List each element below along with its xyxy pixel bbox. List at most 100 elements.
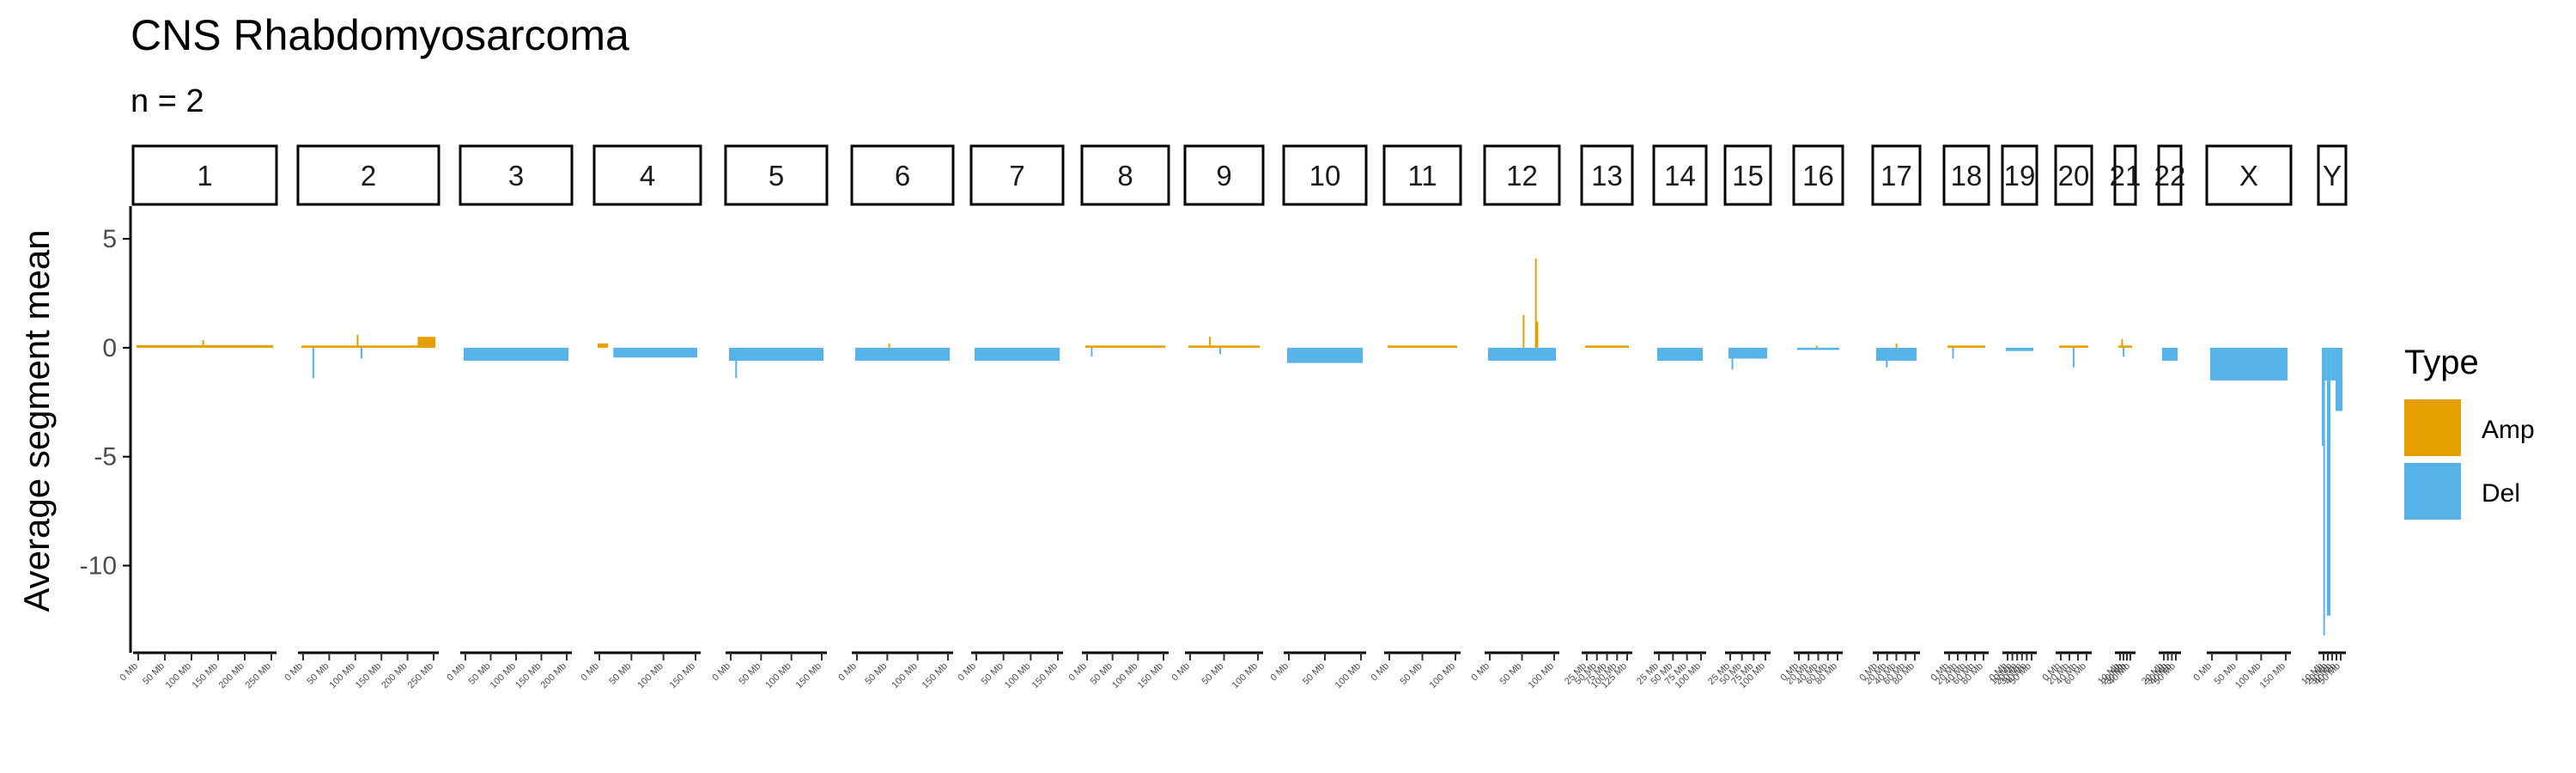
facet-strip-label: 20 [2058,160,2090,192]
legend-swatch-del [2404,463,2461,520]
segment-bar-del [1728,347,1767,359]
segment-bar-amp [1536,321,1539,348]
facet-strip-label: 3 [508,160,524,192]
x-tick-label: 0 Mb [118,661,140,684]
x-tick-label: 0 Mb [1369,661,1391,684]
segment-bar-amp [1188,345,1260,348]
facet-strip-label: 12 [1506,160,1538,192]
x-tick-label: 200 Mb [539,661,568,691]
y-tick-label: 0 [102,334,117,362]
facet-strip [1483,144,1561,206]
x-tick-label: 100 Mb [1428,661,1457,691]
segment-bar-del [2006,347,2033,351]
segment-bar-del [1287,347,1363,363]
segment-bar-amp [1947,345,1985,348]
segment-bar-amp [1895,343,1898,348]
x-tick-label: 150 Mb [191,661,220,691]
segment-bar-del [1219,347,1222,355]
facet-strip-label: 8 [1117,160,1133,192]
facet-strip [1942,144,1990,206]
y-axis: 5 0 -5 -10 [80,206,132,653]
segment-bar-amp [1815,345,1818,348]
facet-strip-label: 6 [895,160,910,192]
facet-chr-10: 100 Mb 50 Mb 100 Mb [1268,144,1368,691]
x-tick-label: 0 Mb [836,661,859,684]
legend-title: Type [2404,344,2479,381]
segment-bar-amp [137,344,273,348]
segment-bar-amp [417,337,435,348]
x-tick-label: 100 Mb [2233,661,2263,691]
segment-bar-del [1876,347,1917,362]
segment-bar-del [1886,347,1888,368]
x-tick-label: 150 Mb [1030,661,1060,691]
facet-strip [2205,144,2293,206]
segment-bar-del [1952,347,1954,359]
x-tick-label: 100 Mb [164,661,193,691]
facet-strip-label: 7 [1009,160,1024,192]
segment-bar-del [729,347,823,362]
segment-bar-amp [888,343,890,348]
facet-strip [1871,144,1922,206]
legend-label-amp: Amp [2482,416,2535,444]
x-tick-label: 150 Mb [354,661,383,691]
x-tick-label: 100 Mb [635,661,665,691]
x-tick-label: 100 Mb [1003,661,1032,691]
segment-bar-amp [1085,345,1165,348]
x-tick-label: 0 Mb [956,661,978,684]
segment-bar-amp [202,340,204,348]
facet-strip-label: 22 [2154,160,2186,192]
facet-strip-label: 21 [2110,160,2142,192]
facet-strip-label: 10 [1309,160,1341,192]
chart-title: CNS Rhabdomyosarcoma [131,11,629,59]
x-tick-label: 150 Mb [794,661,823,691]
segment-bar-del [2123,347,2125,357]
x-tick-label: 250 Mb [406,661,435,691]
segment-bar-del [464,347,568,362]
x-tick-label: 100 Mb [327,661,356,691]
facet-strip-label: 11 [1407,160,1437,192]
x-tick-label: 50 Mb [863,661,889,687]
facet-strip [2001,144,2038,206]
segment-bar-del [735,347,738,379]
facet-strip-label: 9 [1216,160,1231,192]
facet-strip [1723,144,1772,206]
facet-strip-label: 15 [1732,160,1764,192]
facet-chr-4: 4 0 Mb 50 Mb 100 Mb 150 Mb [579,144,702,691]
segment-bar-amp [1522,314,1525,348]
x-tick-label: 50 Mb [607,661,633,687]
x-tick-label: 100 Mb [1110,661,1139,691]
x-tick-label: 200 Mb [380,661,409,691]
segment-bar-amp [1209,337,1212,348]
facet-strip [1792,144,1844,206]
segment-bar-amp [301,345,435,348]
y-tick-label: -10 [80,552,117,581]
x-tick-label: 250 Mb [244,661,273,691]
x-tick-label: 50 Mb [141,661,167,687]
x-tick-label: 50 Mb [737,661,762,687]
x-tick-label: 0 Mb [283,661,305,684]
segment-bar-amp [1388,345,1457,348]
x-tick-label: 150 Mb [920,661,950,691]
facet-strip-label: 17 [1880,160,1912,192]
x-tick-label: 0 Mb [1170,661,1192,684]
x-tick-label: 100 Mb [1334,661,1363,691]
x-tick-label: 100 Mb [489,661,518,691]
legend-label-del: Del [2482,479,2520,508]
x-tick-label: 150 Mb [513,661,543,691]
segment-bar-amp [1585,345,1629,348]
facet-strip-label: 1 [197,160,212,192]
facet-chr-12: 12 0 Mb 50 Mb 100 Mb [1469,144,1561,691]
segment-bar-del [975,347,1060,362]
segment-bar-del [1797,347,1839,350]
